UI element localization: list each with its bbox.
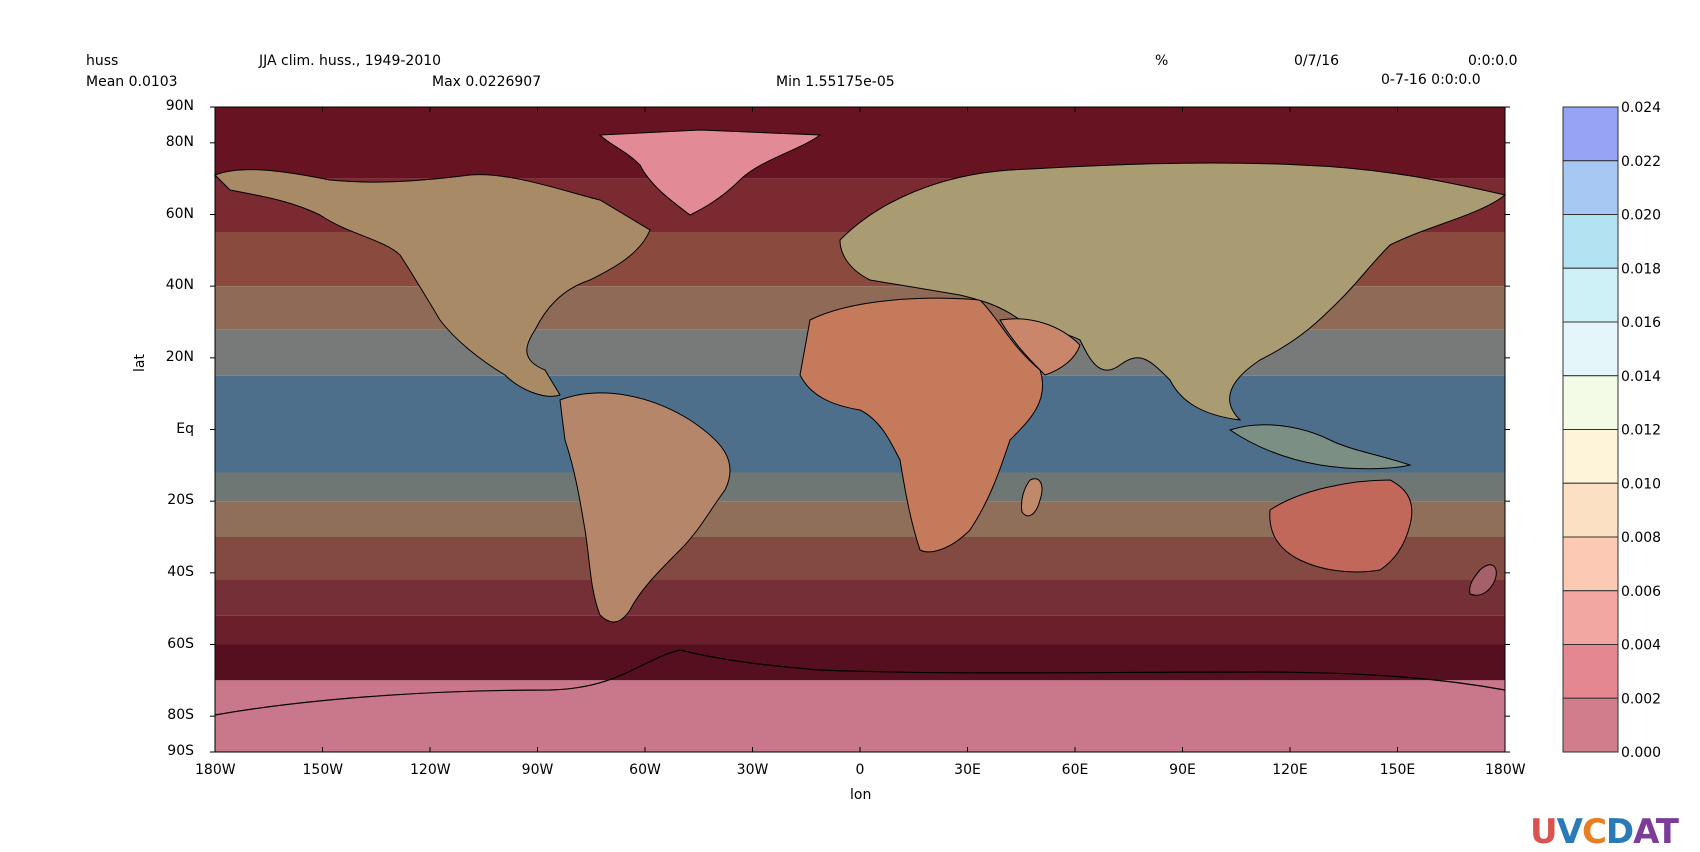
x-tick-label: 90W: [521, 762, 554, 778]
x-tick-label: 60E: [1061, 762, 1089, 778]
x-tick-label: 0: [855, 762, 865, 778]
y-tick-label: Eq: [176, 420, 194, 437]
y-tick-label: 60S: [167, 635, 194, 652]
legend-label: 0.024: [1621, 100, 1661, 116]
legend-label: 0.022: [1621, 154, 1661, 170]
land-greenland: [598, 129, 822, 216]
x-tick-label: 180W: [195, 762, 236, 778]
legend-label: 0.014: [1621, 369, 1661, 385]
x-tick-label: 30W: [736, 762, 769, 778]
x-tick-label: 150E: [1379, 762, 1416, 778]
date-label: 0/7/16: [1294, 53, 1340, 69]
variable-name: huss: [86, 53, 119, 69]
land-north-america: [214, 169, 651, 397]
x-tick-label: 30E: [954, 762, 981, 778]
legend-swatch: [1562, 214, 1619, 269]
x-ticks: [214, 107, 1506, 752]
land-se-asia: [1228, 424, 1412, 470]
legend-label: 0.006: [1621, 584, 1661, 600]
y-tick-label: 60N: [165, 205, 194, 222]
legend-label: 0.000: [1621, 745, 1661, 761]
x-tick-label: 120W: [410, 762, 451, 778]
max-label: Max 0.0226907: [432, 74, 542, 90]
y-tick-label: 40S: [167, 563, 194, 580]
land-madagascar: [1021, 478, 1043, 517]
legend-swatch: [1562, 429, 1619, 484]
legend-swatch: [1562, 321, 1619, 377]
legend-swatch: [1562, 160, 1619, 215]
ocean-band: [215, 472, 1505, 502]
x-tick-label: 90E: [1169, 762, 1196, 778]
legend-label: 0.010: [1621, 476, 1661, 492]
legend-label: 0.012: [1621, 423, 1661, 439]
min-label: Min 1.55175e-05: [776, 74, 895, 90]
legend-label: 0.020: [1621, 208, 1661, 224]
land-arabia: [999, 318, 1081, 376]
y-tick-label: 20N: [165, 348, 194, 365]
legend-swatch: [1562, 697, 1619, 753]
legend-swatch: [1562, 644, 1619, 699]
legend-swatch: [1562, 536, 1619, 592]
legend-label: 0.002: [1621, 691, 1661, 707]
land-south-america: [559, 392, 731, 623]
x-tick-label: 60W: [629, 762, 661, 778]
y-tick-label: 80S: [167, 707, 194, 724]
plot-title: JJA clim. huss., 1949-2010: [259, 53, 442, 69]
time-label: 0:0:0.0: [1468, 53, 1518, 69]
units-label: %: [1155, 53, 1169, 69]
ocean-band: [215, 644, 1505, 681]
y-tick-label: 90S: [167, 743, 194, 759]
land-new-zealand: [1469, 564, 1497, 596]
legend-label: 0.004: [1621, 638, 1661, 654]
x-axis-title: lon: [850, 787, 872, 803]
y-ticks: [210, 106, 1510, 753]
legend-label: 0.016: [1621, 315, 1661, 331]
x-tick-label: 150W: [302, 762, 344, 778]
land-eurasia: [839, 162, 1507, 421]
legend-swatch: [1562, 482, 1619, 538]
y-tick-label: 90N: [165, 98, 194, 114]
legend-label: 0.008: [1621, 530, 1661, 546]
ocean-band: [215, 580, 1505, 616]
land-masses: [214, 129, 1507, 716]
ocean-band: [215, 615, 1505, 645]
legend-swatch: [1562, 106, 1619, 162]
uvcdat-logo: UVCDAT: [1530, 812, 1679, 852]
legend-label: 0.018: [1621, 261, 1661, 277]
legend-swatch: [1562, 590, 1619, 645]
mean-label: Mean 0.0103: [86, 74, 178, 90]
legend-swatch: [1562, 375, 1619, 430]
y-tick-label: 40N: [165, 277, 194, 294]
land-antarctica-coast: [214, 649, 1506, 716]
x-tick-label: 120E: [1272, 762, 1308, 778]
land-australia: [1269, 479, 1413, 573]
x-tick-label: 180W: [1485, 762, 1526, 778]
y-tick-label: 80N: [165, 133, 194, 150]
datetime-label: 0-7-16 0:0:0.0: [1381, 72, 1481, 88]
legend-swatch: [1562, 267, 1619, 323]
y-tick-label: 20S: [167, 492, 194, 509]
